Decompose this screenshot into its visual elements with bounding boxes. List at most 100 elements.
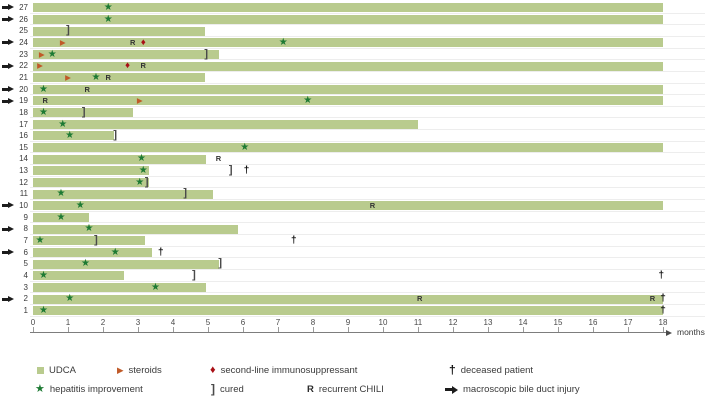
event-hepatitis-improvement-icon: ★	[103, 2, 113, 13]
x-axis-tick	[383, 327, 384, 332]
event-deceased-icon: †	[658, 269, 665, 281]
udca-bar	[33, 178, 149, 188]
x-axis-tick	[418, 327, 419, 332]
udca-bar	[33, 259, 219, 269]
udca-bar	[33, 61, 663, 71]
event-cured-icon: ]	[144, 175, 149, 188]
event-cured-icon: ]	[66, 24, 70, 37]
patient-row: 6 ★ †	[0, 247, 709, 259]
legend-label: second-line immunosuppressant	[220, 365, 358, 376]
event-hepatitis-improvement-icon: ★	[75, 200, 85, 212]
patient-number-label: 13	[19, 166, 28, 176]
patient-number-label: 26	[19, 14, 28, 24]
legend-label: UDCA	[49, 365, 76, 376]
x-axis-tick-label: 18	[658, 318, 668, 327]
patient-number-label: 17	[19, 119, 28, 129]
legend-label: steroids	[128, 365, 162, 376]
x-axis-tick	[558, 327, 559, 332]
event-hepatitis-improvement-icon: ★	[278, 36, 288, 48]
patient-number-label: 19	[19, 96, 28, 106]
event-steroids-icon: ▶	[65, 72, 71, 82]
udca-bar	[33, 201, 663, 211]
patient-row: 2 ★ R R †	[0, 293, 709, 305]
event-recurrent-chili-icon: R	[84, 84, 90, 94]
bile-duct-injury-arrow-icon	[445, 385, 458, 394]
event-hepatitis-improvement-icon: ★	[84, 223, 94, 235]
x-axis-tick-label: 17	[623, 318, 633, 327]
x-axis-tick	[33, 327, 34, 332]
patient-number-label: 4	[23, 270, 28, 280]
legend-item-hepatitis-improvement: ★ hepatitis improvement	[35, 383, 143, 396]
udca-bar	[33, 236, 145, 246]
patient-number-label: 7	[23, 236, 28, 245]
event-hepatitis-improvement-icon: ★	[240, 141, 250, 153]
event-recurrent-chili-icon: R	[215, 154, 222, 164]
udca-bar	[33, 26, 205, 36]
x-axis-tick-label: 8	[310, 318, 316, 327]
x-axis-tick	[348, 327, 349, 332]
legend-item-bile-duct-injury-arrow: macroscopic bile duct injury	[445, 383, 580, 396]
x-axis-arrow-icon	[666, 329, 672, 336]
event-hepatitis-improvement-icon: ★	[39, 304, 48, 316]
event-recurrent-chili-icon: R	[417, 294, 423, 304]
legend-label: cured	[220, 384, 244, 395]
event-steroids-icon: ▶	[38, 49, 45, 59]
patient-number-label: 12	[19, 177, 28, 187]
patient-row: 20 ★ R	[0, 84, 709, 96]
patient-row: 12 ★]	[0, 175, 709, 189]
patient-number-label: 3	[23, 282, 28, 292]
event-hepatitis-improvement-icon: ★	[65, 293, 75, 305]
event-hepatitis-improvement-icon: ★	[110, 246, 120, 258]
event-cured-icon: ]	[228, 164, 233, 177]
bile-duct-injury-arrow-icon	[2, 4, 14, 11]
patient-number-label: 15	[19, 142, 28, 152]
patient-number-label: 1	[23, 305, 28, 315]
second-line-immunosuppressant-icon: ♦	[210, 364, 216, 376]
event-recurrent-chili-icon: R	[42, 96, 48, 106]
udca-bar	[33, 189, 214, 199]
event-hepatitis-improvement-icon: ★	[81, 258, 90, 270]
patient-number-label: 21	[19, 72, 28, 82]
event-hepatitis-improvement-icon: ★	[58, 118, 68, 130]
udca-bar	[33, 166, 149, 176]
x-axis-tick-label: 7	[275, 318, 281, 327]
x-axis-tick	[663, 327, 664, 332]
event-hepatitis-improvement-icon: ★	[303, 95, 313, 107]
patient-row: 11 ★]	[0, 188, 709, 200]
event-hepatitis-improvement-icon: ★	[56, 188, 66, 200]
event-hepatitis-improvement-icon: ★	[91, 71, 101, 83]
event-cured-icon: ]	[113, 129, 118, 142]
x-axis-tick-label: 3	[135, 318, 141, 327]
patient-row: 19 R ▶ ★	[0, 95, 709, 107]
patient-row: 4 ★] †	[0, 269, 709, 282]
patient-row: 8 ★	[0, 223, 709, 235]
x-axis-tick-label: 15	[553, 318, 563, 327]
x-axis-unit-label: months	[677, 327, 705, 337]
udca-bar	[33, 49, 219, 59]
patient-number-label: 14	[19, 154, 28, 164]
patient-number-label: 22	[19, 61, 28, 71]
x-axis-tick-label: 14	[518, 318, 528, 327]
udca-bar	[33, 14, 663, 24]
bile-duct-injury-arrow-icon	[2, 225, 14, 233]
event-recurrent-chili-icon: R	[105, 72, 111, 82]
bile-duct-injury-arrow-icon	[2, 202, 14, 209]
udca-bar	[33, 131, 114, 141]
steroids-icon: ▶	[117, 365, 124, 375]
patient-row: 26 ★	[0, 14, 709, 26]
event-hepatitis-improvement-icon: ★	[47, 48, 57, 60]
patient-row: 13 ★] †	[0, 164, 709, 177]
patient-number-label: 2	[23, 294, 28, 304]
x-axis-tick	[628, 327, 629, 332]
patient-row: 16 ★]	[0, 129, 709, 142]
legend-label: deceased patient	[460, 365, 534, 376]
event-recurrent-chili-icon: R	[369, 201, 376, 211]
x-axis-tick-label: 4	[170, 318, 176, 327]
udca-swatch-icon	[37, 367, 44, 374]
x-axis-tick	[593, 327, 594, 332]
patient-number-label: 9	[23, 212, 28, 222]
patient-row: 1 ★ †	[0, 305, 709, 317]
patient-number-label: 10	[19, 201, 28, 211]
x-axis-tick-label: 0	[30, 318, 36, 327]
patient-number-label: 27	[19, 3, 28, 12]
